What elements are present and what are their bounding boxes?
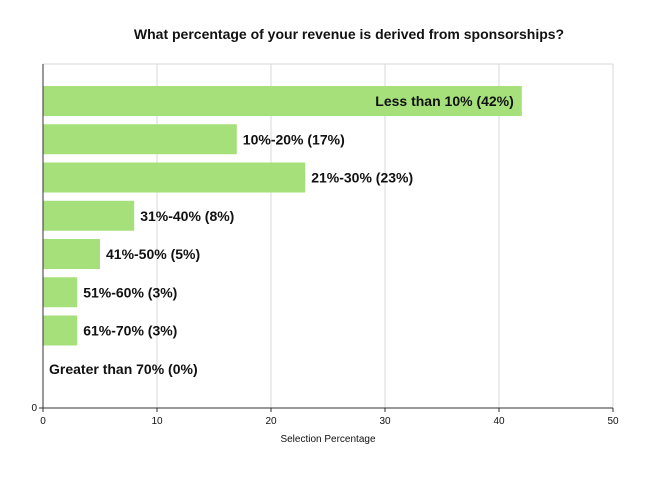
x-tick-label: 50 xyxy=(607,416,619,427)
axes: 0 10 20 30 40 50 0 xyxy=(31,64,619,427)
x-tick-label: 0 xyxy=(40,416,46,427)
grid xyxy=(43,63,614,408)
bar xyxy=(43,239,100,269)
bar-label: 51%-60% (3%) xyxy=(83,284,177,300)
x-tick-label: 40 xyxy=(493,416,505,427)
bar-label: Greater than 70% (0%) xyxy=(49,361,198,377)
bars: Less than 10% (42%) 10%-20% (17%) 21%-30% … xyxy=(43,86,522,377)
y-tick-label: 0 xyxy=(31,403,37,414)
bar xyxy=(43,200,135,231)
x-axis-label: Selection Percentage xyxy=(280,434,376,445)
bar-label: 21%-30% (23%) xyxy=(311,170,413,186)
chart-title: What percentage of your revenue is deriv… xyxy=(134,26,564,42)
bar xyxy=(43,124,237,155)
x-tick-label: 30 xyxy=(379,416,391,427)
bar-label: 41%-50% (5%) xyxy=(106,246,200,262)
bar-label: 31%-40% (8%) xyxy=(140,208,234,224)
bar-label: 10%-20% (17%) xyxy=(243,131,345,147)
bar xyxy=(43,162,306,193)
x-tick-label: 20 xyxy=(265,416,277,427)
bar xyxy=(43,277,78,308)
x-tick-label: 10 xyxy=(151,416,163,427)
bar xyxy=(43,86,522,116)
bar-label: 61%-70% (3%) xyxy=(83,323,177,339)
bar-label: Less than 10% (42%) xyxy=(375,93,514,109)
bar xyxy=(43,315,78,346)
